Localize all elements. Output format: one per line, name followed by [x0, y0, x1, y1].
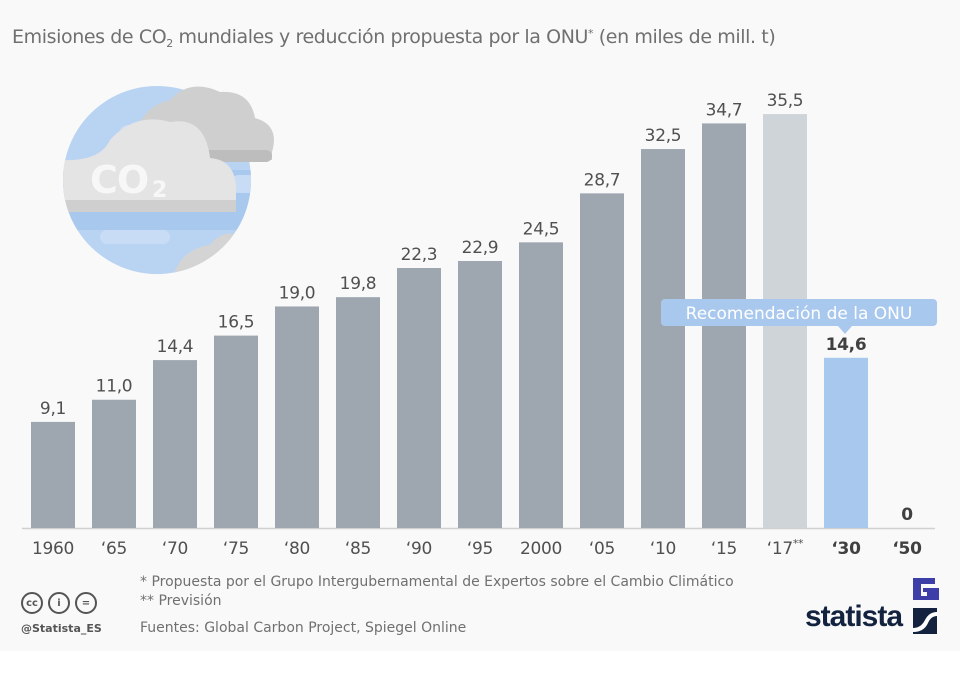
bar-05	[580, 193, 624, 528]
chart-title: Emisiones de CO2 mundiales y reducción p…	[12, 26, 776, 50]
value-label: 9,1	[40, 399, 66, 419]
bar-85	[336, 297, 380, 528]
bar-80	[275, 306, 319, 528]
footnote-2: ** Previsión	[140, 593, 222, 609]
by-icon: i	[48, 592, 70, 614]
front-cloud	[63, 119, 236, 212]
bar-30	[824, 357, 868, 528]
value-label: 16,5	[218, 313, 255, 333]
co2-illustration-label: CO	[90, 158, 148, 202]
footnote-1: * Propuesta por el Grupo Intergubernamen…	[140, 574, 734, 590]
bar-chart: 9,1 1960 11,0 ‘65 14,4 ‘70 16,5 ‘75 19,0 ‘80 19,8 ‘…	[22, 91, 937, 559]
value-label: 19,0	[279, 283, 316, 303]
bar-2000	[519, 242, 563, 528]
bar-90	[397, 267, 441, 528]
sources: Fuentes: Global Carbon Project, Spiegel …	[140, 620, 467, 636]
category-label: ‘30	[831, 539, 861, 559]
cc-icon: cc	[21, 592, 43, 614]
category-label: ‘17**	[767, 537, 804, 559]
category-label: ‘75	[223, 539, 249, 559]
value-label: 32,5	[645, 126, 682, 146]
footnotes: * Propuesta por el Grupo Intergubernamen…	[140, 573, 734, 638]
category-label: 1960	[32, 539, 74, 559]
bar-10	[641, 149, 685, 529]
category-label: ‘10	[650, 539, 676, 559]
svg-text:2: 2	[152, 178, 167, 203]
bar-65	[92, 399, 136, 528]
category-label: ‘95	[467, 539, 493, 559]
category-label: ‘70	[162, 539, 188, 559]
callout-pointer	[838, 326, 852, 334]
value-label: 35,5	[767, 91, 804, 111]
category-label: 2000	[520, 539, 562, 559]
callout-text: Recomendación de la ONU	[686, 304, 913, 324]
category-label: ‘50	[892, 539, 922, 559]
statista-wordmark: statista	[805, 600, 903, 633]
category-label: ‘90	[406, 539, 432, 559]
value-label: 28,7	[584, 170, 621, 190]
category-label: ‘15	[711, 539, 737, 559]
callout-box	[661, 299, 937, 326]
category-label: ‘05	[589, 539, 615, 559]
value-label: 22,9	[462, 238, 499, 258]
license-icons: cc i =	[21, 592, 97, 614]
category-label: ‘80	[284, 539, 310, 559]
value-label: 14,6	[826, 335, 867, 355]
value-label: 34,7	[706, 100, 743, 120]
twitter-handle: @Statista_ES	[21, 622, 102, 635]
nd-icon: =	[75, 592, 97, 614]
bar-75	[214, 335, 258, 528]
bar-1960	[31, 421, 75, 528]
category-label: ‘85	[345, 539, 371, 559]
bar-70	[153, 360, 197, 528]
value-label: 24,5	[523, 219, 560, 239]
bar-95	[458, 260, 502, 528]
value-label: 11,0	[96, 377, 133, 397]
co2-illustration: CO 2	[63, 86, 274, 274]
statista-g-icon	[913, 578, 939, 634]
category-label: ‘65	[101, 539, 127, 559]
value-label: 14,4	[157, 337, 194, 357]
value-label: 19,8	[340, 274, 377, 294]
value-label: 22,3	[401, 245, 438, 265]
callout: Recomendación de la ONU	[661, 299, 937, 334]
value-label: 0	[901, 505, 913, 525]
